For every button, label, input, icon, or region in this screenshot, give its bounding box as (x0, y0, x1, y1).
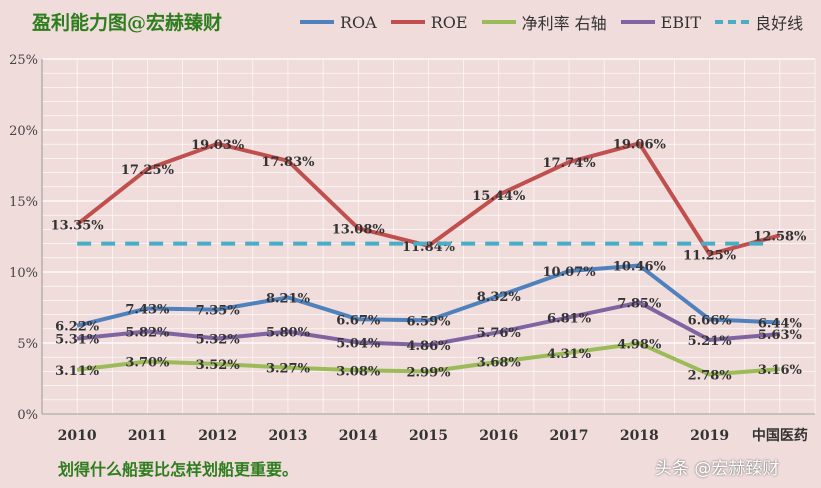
data-label: 6.59% (406, 314, 451, 329)
data-label: 6.81% (547, 311, 592, 326)
x-tick-label: 2016 (479, 428, 518, 444)
data-label: 10.07% (543, 265, 597, 280)
y-tick-label: 10% (9, 266, 38, 281)
y-tick-label: 5% (17, 337, 38, 352)
data-label: 5.63% (758, 328, 803, 343)
legend-label: 良好线 (755, 14, 804, 33)
legend-swatch (715, 20, 750, 24)
data-label: 3.11% (55, 364, 100, 379)
legend-label: ROE (430, 12, 468, 32)
x-tick-label: 2010 (58, 428, 97, 444)
y-tick-label: 15% (9, 195, 38, 210)
x-tick-label: 2013 (268, 428, 307, 444)
x-tick-label: 2011 (128, 428, 167, 444)
legend-label: 净利率 右轴 (521, 14, 607, 33)
legend-item: 良好线 (715, 10, 803, 34)
legend-item: ROE (390, 10, 468, 34)
series-line-ROE (75, 141, 781, 257)
legend-swatch (481, 20, 516, 24)
chart-title: 盈利能力图@宏赫臻财 (32, 12, 223, 34)
data-label: 6.66% (688, 313, 733, 328)
data-label: 6.22% (55, 320, 100, 335)
data-label: 17.83% (261, 155, 315, 170)
data-label: 2.99% (406, 366, 451, 381)
data-label: 17.25% (121, 163, 175, 178)
x-tick-label: 2015 (409, 428, 448, 444)
data-label: 3.16% (758, 363, 803, 378)
legend-swatch (390, 20, 425, 24)
data-label: 5.76% (477, 326, 522, 341)
data-label: 8.32% (477, 290, 522, 305)
data-label: 13.08% (332, 222, 386, 237)
legend-label: EBIT (660, 12, 702, 32)
data-label: 11.25% (683, 248, 737, 263)
legend-label: ROA (340, 12, 377, 32)
data-label: 12.58% (753, 229, 807, 244)
data-label: 6.44% (758, 317, 803, 332)
legend: ROA ROE 净利率 右轴 EBIT 良好线 (300, 10, 803, 34)
x-tick-label: 中国医药 (752, 427, 808, 444)
data-label: 5.32% (196, 332, 241, 347)
x-tick-label: 2018 (620, 428, 659, 444)
data-label: 19.06% (613, 137, 667, 152)
data-label: 3.08% (336, 364, 381, 379)
data-label: 5.21% (688, 334, 733, 349)
legend-swatch (300, 20, 334, 24)
data-label: 7.35% (196, 304, 241, 319)
x-tick-label: 2012 (198, 428, 237, 444)
data-label: 19.03% (191, 138, 245, 153)
y-tick-label: 25% (9, 53, 38, 68)
data-label: 17.74% (543, 156, 597, 171)
data-label: 5.31% (55, 333, 100, 348)
data-label: 8.21% (266, 291, 311, 306)
legend-item: ROA (300, 10, 377, 34)
series-line-EBIT (76, 300, 781, 347)
y-tick-label: 0% (17, 408, 38, 423)
legend-swatch (620, 20, 655, 24)
data-label: 3.70% (125, 355, 170, 370)
data-label: 3.52% (196, 358, 241, 373)
footer-quote: 划得什么船要比怎样划船更重要。 (58, 460, 299, 479)
data-label: 5.82% (125, 325, 170, 340)
data-label: 4.98% (617, 337, 662, 352)
legend-item: 净利率 右轴 (481, 10, 607, 34)
legend-item: EBIT (620, 10, 702, 34)
data-label: 3.27% (266, 362, 311, 377)
data-label: 10.46% (613, 259, 667, 274)
data-label: 7.43% (125, 302, 170, 317)
data-label: 15.44% (472, 189, 526, 204)
data-label: 7.85% (617, 297, 662, 312)
data-label: 3.68% (477, 356, 522, 371)
data-label: 5.80% (266, 326, 311, 341)
data-label: 5.04% (336, 336, 381, 351)
data-label: 13.35% (51, 218, 105, 233)
data-label: 2.78% (688, 369, 733, 384)
series-line-净利率 右轴 (76, 341, 781, 377)
y-tick-label: 20% (9, 124, 38, 139)
data-label: 6.67% (336, 313, 381, 328)
x-tick-label: 2014 (339, 428, 378, 444)
series-line-ROA (76, 263, 780, 328)
data-label: 4.86% (406, 339, 451, 354)
data-label: 4.31% (547, 347, 592, 362)
x-tick-label: 2019 (690, 428, 729, 444)
watermark: 头条 @宏赫臻财 (655, 459, 780, 479)
x-tick-label: 2017 (550, 428, 589, 444)
